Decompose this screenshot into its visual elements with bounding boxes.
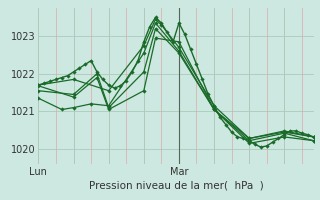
X-axis label: Pression niveau de la mer(  hPa  ): Pression niveau de la mer( hPa ) <box>89 181 263 191</box>
